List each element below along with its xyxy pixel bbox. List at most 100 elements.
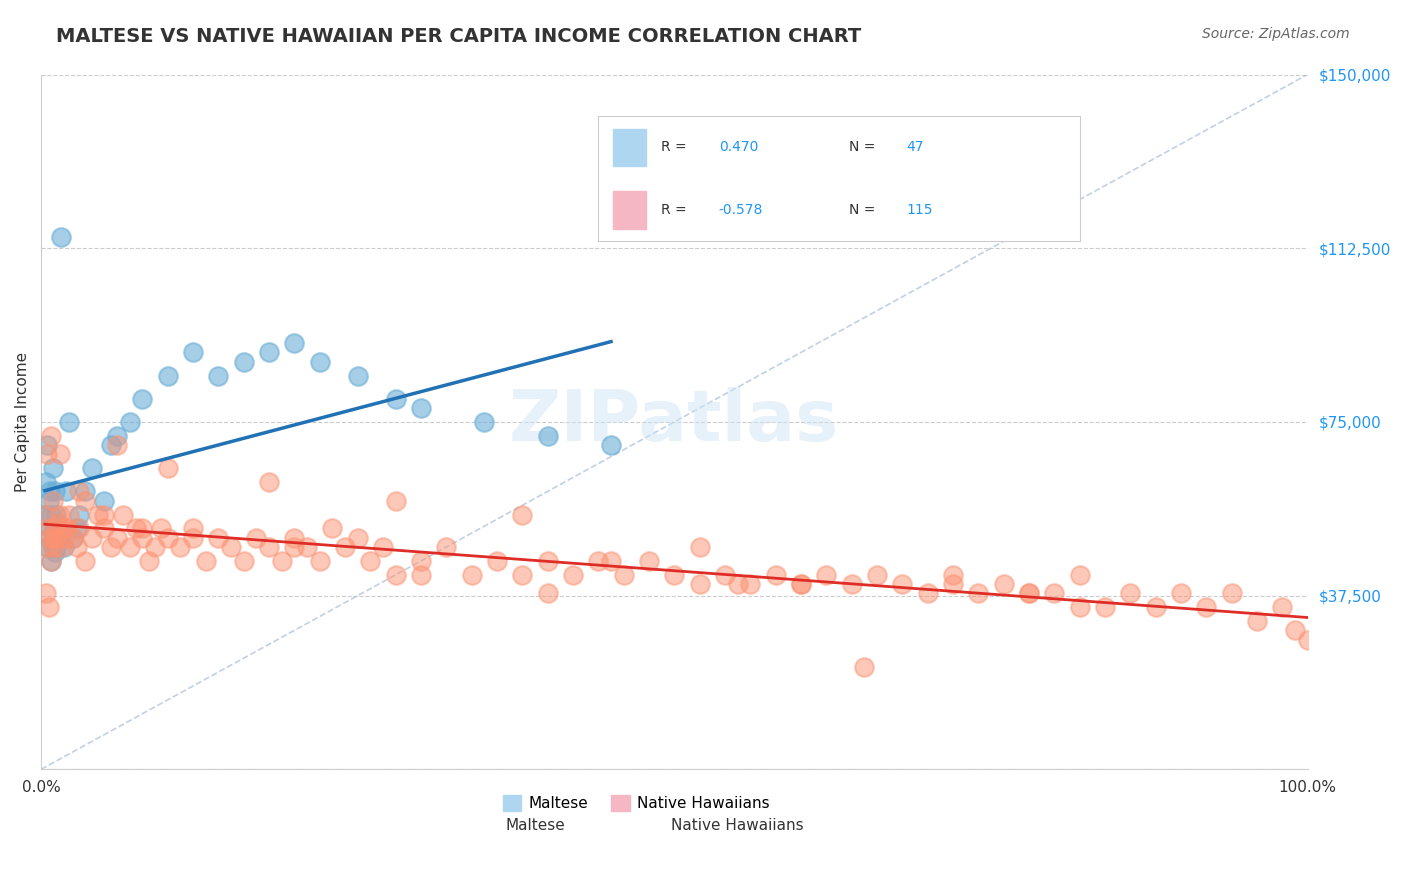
Point <box>100 438 122 452</box>
Point <box>841 577 863 591</box>
Point <box>219 540 242 554</box>
Point <box>512 508 534 522</box>
Point <box>75 493 97 508</box>
Point <box>472 415 495 429</box>
Point <box>46 516 69 531</box>
Point <box>727 577 749 591</box>
Point <box>125 521 148 535</box>
Point <box>45 508 67 522</box>
Point <box>55 521 77 535</box>
Point <box>384 493 406 508</box>
Point <box>49 508 72 522</box>
Point <box>232 354 254 368</box>
Point <box>39 484 62 499</box>
Point <box>1069 600 1091 615</box>
Point <box>62 531 84 545</box>
Point <box>562 567 585 582</box>
Point <box>100 540 122 554</box>
Point <box>35 475 58 490</box>
Point <box>37 447 59 461</box>
Point <box>740 577 762 591</box>
Point <box>55 484 77 499</box>
Point <box>80 531 103 545</box>
Point <box>112 508 135 522</box>
Point <box>600 554 623 568</box>
Point <box>283 540 305 554</box>
Point <box>52 531 75 545</box>
Point <box>156 368 179 383</box>
Point <box>181 521 204 535</box>
Point <box>44 544 66 558</box>
Point <box>156 461 179 475</box>
Point <box>1246 614 1268 628</box>
Point <box>44 521 66 535</box>
Point <box>34 508 56 522</box>
Point <box>52 540 75 554</box>
Point <box>58 508 80 522</box>
Point <box>295 540 318 554</box>
Point <box>308 554 330 568</box>
Point <box>409 401 432 415</box>
Point <box>45 531 67 545</box>
Point <box>1069 567 1091 582</box>
Point <box>1018 586 1040 600</box>
Point <box>194 554 217 568</box>
Point <box>346 531 368 545</box>
Point <box>39 429 62 443</box>
Point <box>1271 600 1294 615</box>
Point <box>232 554 254 568</box>
Point <box>138 554 160 568</box>
Point <box>537 554 560 568</box>
Point <box>257 475 280 490</box>
Point <box>790 577 813 591</box>
Point <box>44 484 66 499</box>
Point <box>689 577 711 591</box>
Text: Source: ZipAtlas.com: Source: ZipAtlas.com <box>1202 27 1350 41</box>
Point <box>37 540 59 554</box>
Point <box>967 586 990 600</box>
Point <box>39 554 62 568</box>
Point <box>131 531 153 545</box>
Point <box>156 531 179 545</box>
Text: MALTESE VS NATIVE HAWAIIAN PER CAPITA INCOME CORRELATION CHART: MALTESE VS NATIVE HAWAIIAN PER CAPITA IN… <box>56 27 862 45</box>
Point <box>917 586 939 600</box>
Point <box>75 554 97 568</box>
Point <box>283 531 305 545</box>
Point <box>257 540 280 554</box>
Text: Maltese: Maltese <box>505 818 565 833</box>
Point <box>638 554 661 568</box>
Point <box>1284 624 1306 638</box>
Point <box>346 368 368 383</box>
Point <box>714 567 737 582</box>
Point <box>55 521 77 535</box>
Point <box>42 540 65 554</box>
Point <box>257 345 280 359</box>
Point <box>41 540 63 554</box>
Point <box>270 554 292 568</box>
Point <box>1144 600 1167 615</box>
Point <box>371 540 394 554</box>
Point <box>93 521 115 535</box>
Point <box>118 540 141 554</box>
Point <box>38 531 60 545</box>
Point <box>42 531 65 545</box>
Point <box>664 567 686 582</box>
Point <box>39 554 62 568</box>
Point <box>105 531 128 545</box>
Point <box>39 531 62 545</box>
Y-axis label: Per Capita Income: Per Capita Income <box>15 351 30 492</box>
Point <box>67 508 90 522</box>
Point <box>689 540 711 554</box>
Point <box>118 415 141 429</box>
Point <box>65 521 87 535</box>
Point <box>207 531 229 545</box>
Point <box>150 521 173 535</box>
Point <box>1170 586 1192 600</box>
Point <box>1296 632 1319 647</box>
Point <box>75 484 97 499</box>
Point <box>485 554 508 568</box>
Point <box>169 540 191 554</box>
Point <box>80 461 103 475</box>
Point <box>46 516 69 531</box>
Point <box>207 368 229 383</box>
